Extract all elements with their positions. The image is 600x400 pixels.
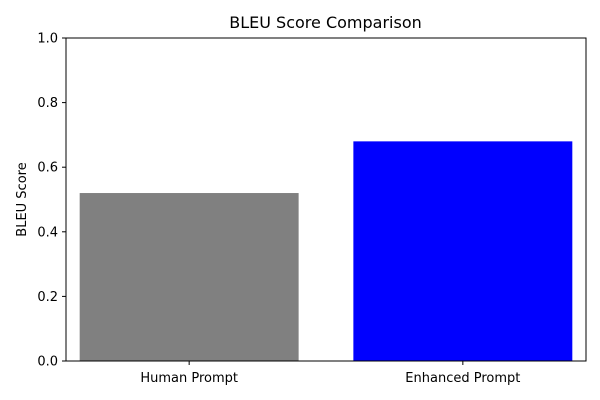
x-tick-label: Enhanced Prompt (405, 371, 520, 386)
y-tick-label: 0.4 (37, 225, 58, 240)
plot-area-frame (65, 37, 587, 362)
y-tick-label: 1.0 (37, 32, 58, 47)
x-tick-label: Human Prompt (140, 371, 238, 386)
y-axis-ticks: 0.0 0.2 0.4 0.6 0.8 1.0 (37, 32, 66, 370)
bars-group (79, 141, 573, 361)
y-axis-label: BLEU Score (15, 162, 30, 236)
chart-title: BLEU Score Comparison (229, 13, 422, 32)
y-tick-label: 0.0 (37, 355, 58, 370)
y-tick-label: 0.8 (37, 96, 58, 111)
bar-human-prompt (79, 193, 299, 361)
bar-enhanced-prompt (353, 141, 573, 361)
x-axis-ticks: Human Prompt Enhanced Prompt (140, 361, 520, 386)
y-tick-label: 0.6 (37, 161, 58, 176)
y-tick-label: 0.2 (37, 290, 58, 305)
